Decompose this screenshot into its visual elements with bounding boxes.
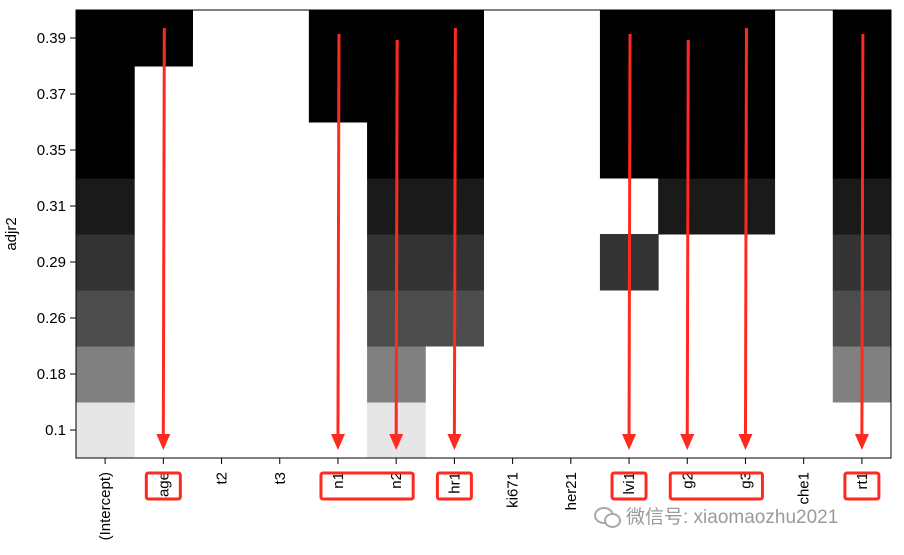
x-axis: (Intercept) age t2 t3 n1 n2 hr1 ki671 her21 lvi1 g… — [97, 458, 871, 540]
y-tick-label: 0.31 — [37, 198, 66, 215]
heatmap-cell-17 — [367, 10, 484, 179]
wechat-icon — [594, 505, 621, 528]
y-tick-label: 0.26 — [37, 310, 66, 327]
y-tick-label: 0.1 — [45, 422, 66, 439]
arrow-1 — [330, 33, 345, 450]
y-tick-label: 0.39 — [37, 30, 66, 47]
heatmap-cell-23 — [76, 10, 193, 39]
plot-frame — [75, 9, 892, 459]
heatmap-cell-20 — [76, 66, 135, 123]
arrow-0 — [156, 27, 171, 450]
heatmap-cell-0 — [76, 402, 135, 459]
heatmap-cell-13 — [367, 178, 484, 235]
y-tick-label: 0.29 — [37, 254, 66, 271]
arrow-2 — [389, 39, 404, 450]
heatmap-cells — [76, 10, 892, 459]
x-tick-label: rt1 — [854, 472, 871, 490]
watermark-text: 微信号: xiaomaozhu2021 — [626, 507, 839, 528]
x-tick-label: g3 — [737, 472, 754, 489]
highlight-box-1 — [319, 471, 415, 501]
x-tick-label: t3 — [272, 472, 289, 485]
heatmap-cell-16 — [76, 122, 135, 179]
x-tick-label: age — [155, 472, 172, 497]
watermark: 微信号: xiaomaozhu2021 — [594, 502, 838, 529]
y-axis-title: adjr2 — [3, 217, 20, 250]
x-tick-label: n2 — [388, 472, 405, 489]
highlight-box-2 — [435, 471, 473, 501]
heatmap-cell-9 — [367, 234, 484, 291]
heatmap-cell-2 — [76, 346, 135, 403]
heatmap-cell-14 — [658, 178, 776, 235]
arrow-7 — [854, 33, 869, 450]
y-tick-label: 0.18 — [37, 366, 66, 383]
x-tick-label: hr1 — [446, 472, 463, 494]
heatmap-cell-6 — [367, 290, 484, 347]
heatmap-cell-5 — [76, 290, 135, 347]
arrow-4 — [622, 33, 637, 450]
x-tick-label: ki671 — [505, 472, 522, 508]
y-axis: 0.1 0.18 0.26 0.29 0.31 0.35 0.37 0.39 — [37, 30, 76, 439]
annotations — [144, 27, 881, 501]
x-tick-label: t2 — [214, 472, 231, 485]
highlight-box-4 — [668, 471, 764, 501]
arrow-3 — [447, 27, 462, 450]
highlight-box-5 — [843, 471, 881, 501]
x-tick-label: n1 — [330, 472, 347, 489]
x-tick-label: her21 — [563, 472, 580, 510]
arrow-6 — [738, 27, 753, 450]
heatmap-cell-8 — [76, 234, 135, 291]
x-tick-label: che1 — [796, 472, 813, 505]
y-tick-label: 0.35 — [37, 142, 66, 159]
arrow-5 — [680, 39, 695, 450]
x-tick-label: g2 — [679, 472, 696, 489]
x-tick-label: lvi1 — [621, 472, 638, 495]
highlight-box-3 — [610, 471, 648, 501]
highlight-box-0 — [144, 471, 182, 501]
heatmap-cell-12 — [76, 178, 135, 235]
y-tick-label: 0.37 — [37, 86, 66, 103]
x-tick-label: (Intercept) — [97, 472, 114, 540]
